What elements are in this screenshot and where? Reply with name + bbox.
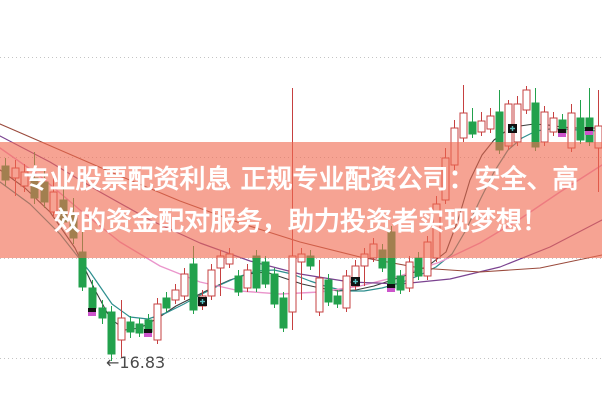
candle-body-down bbox=[252, 255, 261, 289]
candle-body-up bbox=[540, 111, 549, 143]
candle-body-up bbox=[477, 120, 486, 133]
signal-flag-magenta bbox=[144, 333, 152, 337]
candle-body-down bbox=[261, 261, 270, 285]
candle-body-down bbox=[414, 257, 423, 277]
candle-body-down bbox=[135, 323, 144, 334]
candle-body-down bbox=[531, 102, 540, 148]
signal-flag-magenta bbox=[558, 133, 566, 137]
signal-flag-magenta bbox=[387, 288, 395, 292]
candle-body-up bbox=[486, 115, 495, 130]
candle-body-up bbox=[288, 255, 297, 313]
candle-body-down bbox=[98, 307, 107, 319]
candle-body-up bbox=[459, 112, 468, 139]
candle-body-up bbox=[117, 317, 126, 341]
signal-flag-magenta bbox=[558, 129, 566, 133]
promo-banner-line-1: 专业股票配资利息 正规专业配资公司：安全、高 bbox=[23, 165, 579, 195]
promo-banner-line-2: 效的资金配对服务，助力投资者实现梦想！ bbox=[53, 207, 548, 237]
low-price-annotation: ←16.83 bbox=[106, 353, 165, 372]
candle-body-down bbox=[279, 297, 288, 329]
promo-banner: 专业股票配资利息 正规专业配资公司：安全、高 效的资金配对服务，助力投资者实现梦… bbox=[0, 142, 602, 258]
signal-flag-magenta bbox=[144, 329, 152, 333]
candle-body-down bbox=[162, 297, 171, 309]
candle-body-down bbox=[468, 121, 477, 135]
candle-body-up bbox=[405, 261, 414, 289]
candle-body-down bbox=[270, 273, 279, 305]
signal-flag-magenta bbox=[88, 312, 96, 316]
candle-body-up bbox=[180, 273, 189, 297]
candle-body-up bbox=[243, 269, 252, 289]
candle-body-up bbox=[171, 289, 180, 301]
candle-body-up bbox=[522, 89, 531, 111]
candle-body-down bbox=[234, 275, 243, 293]
candle-body-up bbox=[153, 303, 162, 341]
candle-body-down bbox=[126, 321, 135, 333]
candle-body-down bbox=[88, 287, 97, 309]
candle-body-down bbox=[107, 311, 116, 355]
candle-body-up bbox=[513, 103, 522, 143]
candle-body-up bbox=[549, 117, 558, 133]
signal-flag-magenta bbox=[585, 131, 593, 135]
candle-body-down bbox=[396, 275, 405, 291]
candle-body-up bbox=[342, 275, 351, 309]
signal-flag-magenta bbox=[88, 308, 96, 312]
candle-body-down bbox=[189, 263, 198, 311]
candle-body-up bbox=[207, 269, 216, 297]
signal-flag-magenta bbox=[387, 284, 395, 288]
candle-body-up bbox=[315, 277, 324, 313]
candle-body-down bbox=[576, 117, 585, 141]
candle-body-down bbox=[333, 295, 342, 305]
signal-flag-magenta bbox=[585, 127, 593, 131]
candle-body-down bbox=[324, 279, 333, 303]
